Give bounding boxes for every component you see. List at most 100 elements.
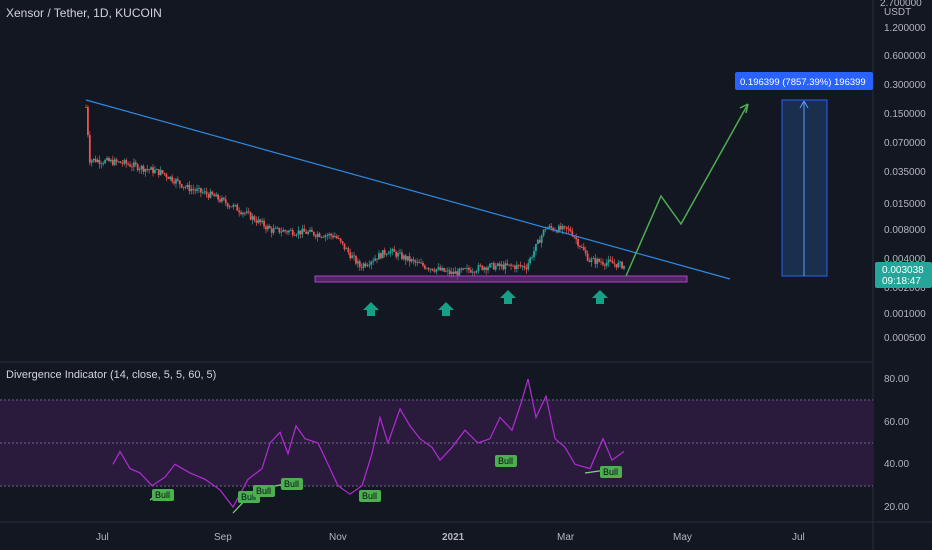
candle-body xyxy=(383,250,386,255)
indicator-axis[interactable]: 80.00 60.00 40.00 20.00 xyxy=(884,374,909,513)
price-axis[interactable]: 2.700000 USDT 1.200000 0.600000 0.300000… xyxy=(880,0,926,344)
candle-body xyxy=(353,255,355,257)
candle-body xyxy=(213,194,216,197)
x-tick-sep: Sep xyxy=(214,532,232,543)
candle-body xyxy=(282,230,285,232)
candle-body xyxy=(498,263,501,267)
candle-body xyxy=(307,231,309,234)
candle-body xyxy=(240,212,242,215)
candle-body xyxy=(132,162,135,167)
candle-body xyxy=(607,259,610,263)
candle-body xyxy=(280,231,283,233)
candle-body xyxy=(345,248,348,250)
support-zone[interactable] xyxy=(314,275,688,283)
candle-body xyxy=(253,216,256,221)
candle-body xyxy=(347,248,350,253)
candle-body xyxy=(131,166,133,168)
candle-body xyxy=(109,159,112,162)
candle-body xyxy=(278,227,281,233)
candle-body xyxy=(113,159,116,166)
svg-text:Bull: Bull xyxy=(603,467,618,477)
candle-body xyxy=(439,267,442,271)
candle-body xyxy=(584,250,587,254)
candle-body xyxy=(150,167,152,170)
candle-body xyxy=(621,261,623,269)
current-price-label: 0.003038 xyxy=(882,265,924,276)
candle-body xyxy=(575,237,578,240)
candle-body xyxy=(544,229,547,230)
candle-body xyxy=(376,258,378,260)
candle-body xyxy=(117,161,120,163)
candle-body xyxy=(198,188,200,189)
candle-body xyxy=(464,268,466,270)
y-tick-9: 0.004000 xyxy=(884,254,926,265)
candle-body xyxy=(85,107,87,108)
candle-body xyxy=(364,263,367,267)
bull-badge: Bull xyxy=(600,466,622,478)
candle-body xyxy=(171,176,174,182)
y-tick-0: 2.700000 xyxy=(880,0,922,9)
candle-body xyxy=(272,228,275,233)
candle-body xyxy=(274,227,277,229)
time-axis[interactable]: Jul Sep Nov 2021 Mar May Jul xyxy=(96,532,805,543)
candle-body xyxy=(355,256,357,264)
candle-body xyxy=(238,210,241,213)
candle-body xyxy=(435,269,438,272)
candle-body xyxy=(381,250,384,259)
current-price-tag: 0.003038 09:18:47 xyxy=(875,262,932,288)
bull-badge: Bull xyxy=(281,478,303,490)
candle-body xyxy=(379,253,382,259)
descending-trendline[interactable] xyxy=(85,99,731,280)
x-tick-jul-2: Jul xyxy=(792,532,805,543)
candle-body xyxy=(552,227,555,231)
candle-body xyxy=(90,160,93,163)
candle-body xyxy=(423,265,426,269)
candle-body xyxy=(312,231,315,236)
candle-body xyxy=(563,226,566,227)
candle-body xyxy=(261,220,264,223)
candle-body xyxy=(205,191,208,195)
bull-badge: Bull xyxy=(359,490,381,502)
target-arrowhead-icon xyxy=(799,100,809,109)
candle-body xyxy=(100,163,103,165)
candle-body xyxy=(186,184,189,188)
candle-body xyxy=(157,169,160,176)
candle-body xyxy=(410,259,413,262)
candle-body xyxy=(466,267,468,269)
chart-title: Xensor / Tether, 1D, KUCOIN xyxy=(6,6,162,20)
candle-body xyxy=(596,258,599,264)
candle-body xyxy=(286,231,288,233)
y-tick-11: 0.001000 xyxy=(884,309,926,320)
up-arrow-icon xyxy=(363,302,379,316)
candle-body xyxy=(245,211,248,213)
candle-body xyxy=(169,176,172,180)
candle-body xyxy=(259,219,262,223)
candle-body xyxy=(343,243,346,250)
candle-body xyxy=(263,220,265,227)
candle-body xyxy=(209,191,212,198)
candle-body xyxy=(311,229,313,232)
svg-text:Bull: Bull xyxy=(498,456,513,466)
candle-body xyxy=(559,225,562,230)
candle-body xyxy=(540,235,543,243)
projection-path[interactable] xyxy=(625,103,749,277)
candle-body xyxy=(605,262,608,266)
candle-body xyxy=(418,262,421,264)
candle-body xyxy=(242,212,244,215)
candle-body xyxy=(188,184,191,192)
candle-body xyxy=(548,226,551,228)
candle-body xyxy=(230,206,233,208)
candle-body xyxy=(613,263,616,265)
candle-body xyxy=(134,162,137,165)
candle-body xyxy=(414,260,417,263)
candle-body xyxy=(401,252,403,259)
candle-body xyxy=(389,250,392,254)
y-tick-4: 0.150000 xyxy=(884,109,926,120)
candle-body xyxy=(477,265,480,272)
candle-body xyxy=(395,251,398,257)
candle-body xyxy=(579,245,581,248)
candle-body xyxy=(152,167,154,174)
candle-body xyxy=(393,249,396,252)
candle-body xyxy=(535,244,537,252)
